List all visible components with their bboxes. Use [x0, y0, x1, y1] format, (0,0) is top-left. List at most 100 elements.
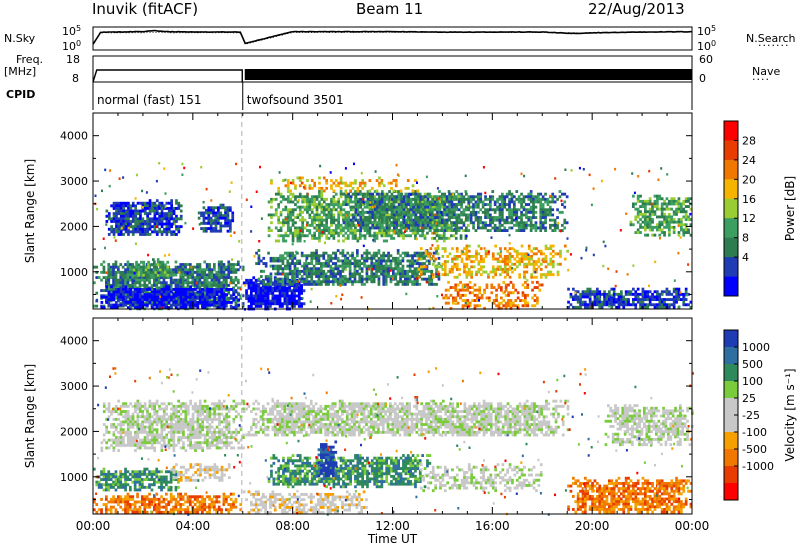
heatmap-cell — [254, 302, 258, 306]
heatmap-cell — [387, 254, 390, 258]
heatmap-cell — [460, 195, 463, 199]
heatmap-cell — [119, 270, 123, 274]
heatmap-cell — [460, 221, 463, 225]
heatmap-cell — [501, 260, 505, 264]
heatmap-cell — [484, 223, 487, 227]
heatmap-cell — [297, 289, 301, 293]
heatmap-cell — [163, 222, 166, 226]
heatmap-cell — [221, 206, 225, 210]
heatmap-cell — [388, 223, 391, 227]
heatmap-cell — [276, 259, 280, 263]
heatmap-cell — [541, 197, 545, 201]
heatmap-cell — [117, 293, 120, 297]
heatmap-cell — [301, 218, 304, 222]
heatmap-cell — [160, 207, 164, 210]
heatmap-cell — [262, 280, 266, 284]
heatmap-cell — [406, 280, 410, 284]
heatmap-cell — [146, 230, 149, 234]
heatmap-cell — [124, 273, 127, 277]
heatmap-cell — [445, 197, 449, 201]
heatmap-cell — [148, 286, 151, 290]
heatmap-cell — [145, 278, 149, 282]
heatmap-cell — [520, 257, 524, 261]
heatmap-cell — [477, 200, 480, 204]
heatmap-cell — [172, 222, 176, 226]
heatmap-cell — [491, 197, 495, 201]
heatmap-cell — [121, 273, 125, 277]
heatmap-cell — [336, 272, 340, 276]
heatmap-cell — [220, 268, 223, 272]
heatmap-cell — [443, 260, 447, 264]
heatmap-cell — [387, 197, 391, 201]
heatmap-cell — [370, 256, 374, 260]
heatmap-cell — [467, 273, 471, 277]
heatmap-cell — [636, 298, 640, 301]
freq-left-tick-bottom: 8 — [72, 72, 79, 85]
heatmap-cell — [407, 208, 411, 212]
heatmap-cell — [225, 281, 228, 285]
heatmap-cell — [334, 192, 338, 196]
heatmap-cell — [201, 281, 204, 285]
heatmap-cell — [332, 280, 335, 284]
heatmap-cell — [440, 205, 444, 209]
heatmap-cell — [384, 254, 388, 258]
heatmap-cell — [286, 208, 290, 212]
heatmap-cell — [332, 213, 336, 217]
heatmap-cell — [632, 223, 635, 227]
heatmap-cell — [298, 192, 302, 196]
heatmap-cell — [162, 295, 166, 299]
heatmap-cell — [327, 280, 330, 284]
heatmap-cell — [303, 262, 306, 265]
heatmap-cell — [368, 277, 371, 281]
heatmap-cell — [143, 283, 147, 287]
heatmap-cell — [416, 280, 419, 284]
heatmap-cell — [148, 222, 152, 226]
heatmap-cell — [259, 299, 263, 303]
heatmap-cell — [220, 301, 224, 304]
heatmap-cell — [345, 203, 348, 206]
heatmap-cell — [586, 305, 590, 309]
heatmap-cell — [198, 283, 202, 287]
heatmap-cell — [390, 200, 393, 204]
heatmap-cell — [270, 205, 273, 209]
heatmap-cell — [651, 298, 654, 301]
heatmap-cell — [498, 203, 502, 206]
heatmap-cell — [423, 234, 427, 238]
heatmap-cell — [112, 286, 115, 290]
heatmap-cell — [373, 213, 376, 217]
heatmap-cell — [290, 302, 294, 306]
heatmap-cell — [174, 273, 178, 277]
heatmap-cell — [477, 270, 481, 274]
heatmap-cell — [198, 265, 202, 269]
heatmap-cell — [139, 225, 142, 229]
heatmap-cell — [160, 201, 164, 205]
heatmap-cell — [146, 201, 149, 205]
heatmap-cell — [361, 210, 365, 214]
heatmap-cell — [153, 222, 157, 226]
heatmap-cell — [447, 190, 451, 193]
heatmap-cell — [174, 265, 178, 269]
heatmap-cell — [477, 216, 480, 219]
heatmap-cell — [139, 201, 142, 205]
heatmap-cell — [110, 298, 113, 302]
heatmap-cell — [559, 252, 562, 256]
heatmap-cell — [261, 291, 265, 295]
heatmap-cell — [527, 210, 531, 214]
heatmap-cell — [586, 287, 590, 291]
heatmap-cell — [409, 218, 412, 222]
heatmap-cell — [475, 249, 478, 253]
heatmap-cell — [109, 291, 113, 295]
heatmap-cell — [281, 294, 284, 298]
heatmap-cell — [481, 203, 485, 206]
heatmap-cell — [440, 236, 444, 240]
heatmap-cell — [163, 230, 166, 234]
heatmap-cell — [330, 208, 333, 212]
heatmap-cell — [322, 226, 326, 230]
heatmap-cell — [508, 268, 512, 271]
heatmap-cell — [175, 214, 178, 218]
heatmap-cell — [603, 303, 606, 307]
heatmap-cell — [382, 282, 386, 286]
heatmap-cell — [546, 213, 550, 217]
heatmap-cell — [503, 200, 507, 204]
heatmap-cell — [129, 207, 133, 210]
